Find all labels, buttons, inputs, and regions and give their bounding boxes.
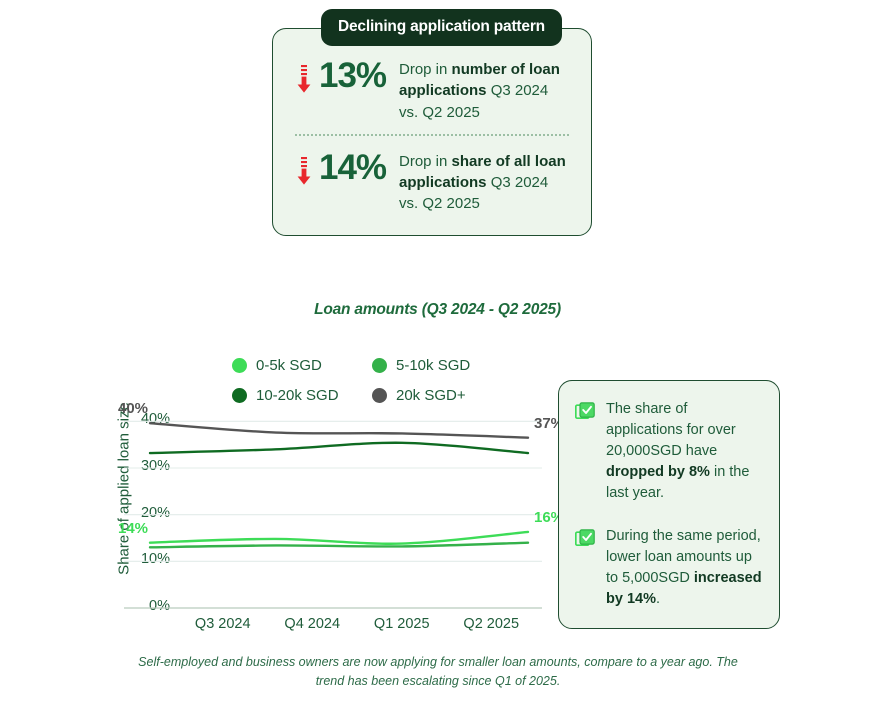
chart-title: Loan amounts (Q3 2024 - Q2 2025) bbox=[314, 301, 561, 318]
arrow-down-icon bbox=[295, 55, 313, 99]
insight-text: During the same period, lower loan amoun… bbox=[606, 526, 763, 610]
series-line-5-10k-sgd bbox=[148, 541, 530, 549]
x-axis-ticks: Q3 2024 Q4 2024 Q1 2025 Q2 2025 bbox=[178, 616, 536, 632]
y-axis-ticks: 0% 10% 20% 30% 40% bbox=[114, 398, 170, 614]
line-chart: Share of applied loan size 0% 10% 20% 30% 40… bbox=[86, 398, 565, 643]
data-label: 40% bbox=[118, 400, 149, 418]
insight-text: The share of applications for over 20,00… bbox=[606, 399, 763, 504]
chart-plot bbox=[124, 420, 542, 609]
stat-text-post: Q3 2024 vs. Q2 2025 bbox=[399, 174, 549, 213]
x-tick-label: Q3 2024 bbox=[194, 616, 251, 632]
legend-item-10-20k[interactable]: 10-20k SGD bbox=[232, 387, 372, 404]
data-label: 37% bbox=[534, 414, 565, 432]
series-line-20k-sgd- bbox=[148, 422, 530, 439]
insight-text-post: . bbox=[655, 591, 661, 608]
x-tick-label: Q2 2025 bbox=[463, 616, 520, 632]
insight-text-bold: increased by 14% bbox=[606, 570, 762, 608]
y-tick-label: 10% bbox=[140, 551, 170, 568]
x-tick-label: Q4 2024 bbox=[284, 616, 341, 632]
legend-item-0-5k[interactable]: 0-5k SGD bbox=[232, 357, 372, 374]
data-label: 16% bbox=[534, 508, 565, 526]
stat-text-pre: Drop in bbox=[399, 61, 452, 78]
stat-text-bold: share of all loan applications bbox=[399, 152, 566, 192]
y-tick-label: 30% bbox=[140, 458, 170, 474]
y-tick-label: 0% bbox=[149, 598, 170, 614]
chart-legend: 0-5k SGD 5-10k SGD 10-20k SGD 20k SGD+ bbox=[232, 350, 497, 410]
chart-caption: Self-employed and business owners are no… bbox=[138, 655, 738, 688]
legend-label: 0-5k SGD bbox=[256, 356, 322, 374]
insight-text-pre: During the same period, lower loan amoun… bbox=[606, 528, 761, 587]
stat-row: 14% Drop in share of all loan applicatio… bbox=[295, 147, 569, 215]
stat-text-pre: Drop in bbox=[399, 152, 452, 170]
stat-description: Drop in share of all loan applications Q… bbox=[399, 147, 569, 215]
legend-dot-icon bbox=[372, 387, 387, 403]
series-line-0-5k-sgd bbox=[148, 530, 530, 545]
legend-label: 20k SGD+ bbox=[396, 386, 466, 404]
insights-panel: The share of applications for over 20,00… bbox=[558, 380, 780, 630]
legend-item-5-10k[interactable]: 5-10k SGD bbox=[372, 357, 470, 374]
card-badge: Declining application pattern bbox=[321, 9, 562, 46]
insight-item: During the same period, lower loan amoun… bbox=[574, 526, 763, 610]
insight-text-post: in the last year. bbox=[606, 464, 750, 502]
card-divider bbox=[295, 133, 569, 136]
legend-dot-icon bbox=[372, 357, 387, 373]
y-tick-label: 20% bbox=[140, 504, 170, 521]
insight-item: The share of applications for over 20,00… bbox=[574, 399, 763, 504]
stat-percent: 14% bbox=[319, 147, 387, 187]
legend-row: 10-20k SGD 20k SGD+ bbox=[232, 380, 497, 410]
stat-row: 13% Drop in number of loan applications … bbox=[295, 55, 569, 123]
legend-item-20k-plus[interactable]: 20k SGD+ bbox=[372, 387, 466, 404]
insight-text-bold: dropped by 8% bbox=[606, 464, 710, 481]
insight-text-pre: The share of applications for over 20,00… bbox=[606, 401, 736, 460]
stat-percent: 13% bbox=[319, 56, 387, 95]
x-tick-label: Q1 2025 bbox=[373, 616, 430, 632]
arrow-down-icon bbox=[295, 147, 313, 191]
series-line-10-20k-sgd bbox=[148, 441, 530, 455]
stat-text-bold: number of loan applications bbox=[399, 61, 560, 100]
legend-row: 0-5k SGD 5-10k SGD bbox=[232, 350, 497, 380]
legend-dot-icon bbox=[232, 357, 247, 373]
legend-label: 5-10k SGD bbox=[396, 356, 471, 374]
legend-dot-icon bbox=[232, 387, 247, 403]
data-label: 14% bbox=[118, 519, 149, 537]
check-square-icon bbox=[574, 526, 595, 554]
stat-description: Drop in number of loan applications Q3 2… bbox=[399, 55, 569, 123]
check-square-icon bbox=[574, 399, 595, 427]
stat-text-post: Q3 2024 vs. Q2 2025 bbox=[399, 82, 549, 121]
declining-pattern-card: Declining application pattern 13% Drop i… bbox=[272, 9, 592, 236]
stats-card-body: 13% Drop in number of loan applications … bbox=[272, 28, 592, 236]
legend-label: 10-20k SGD bbox=[256, 386, 339, 404]
